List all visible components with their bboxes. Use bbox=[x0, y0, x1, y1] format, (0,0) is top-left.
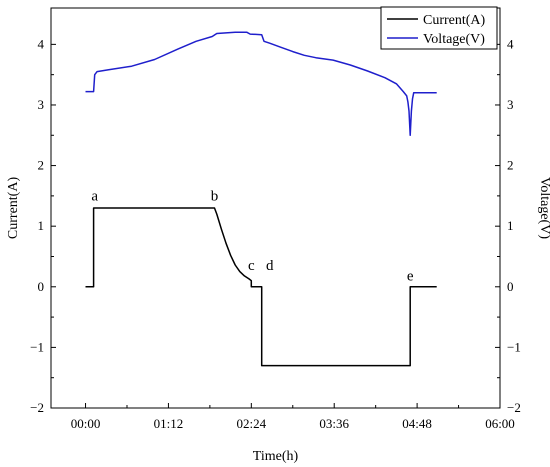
x-tick-label: 00:00 bbox=[71, 416, 101, 431]
series-line-current bbox=[85, 207, 437, 367]
y-left-tick-label: 3 bbox=[38, 97, 45, 112]
annotation-d: d bbox=[266, 258, 274, 274]
x-tick-label: 06:00 bbox=[485, 416, 515, 431]
y-axis-right-title: Voltage(V) bbox=[537, 177, 550, 239]
y-left-tick-label: 1 bbox=[38, 218, 45, 233]
y-right-tick-label: 4 bbox=[507, 36, 514, 51]
legend: Current(A) Voltage(V) bbox=[380, 6, 498, 50]
y-right-tick-label: −1 bbox=[507, 339, 521, 354]
x-tick-label: 03:36 bbox=[319, 416, 349, 431]
axes: 4 4 3 3 2 2 1 1 0 0 −1 −1 −2 −2 00:00 01:12 02:24 03:36 04… bbox=[30, 7, 521, 431]
y-axis-left-title: Current(A) bbox=[6, 177, 21, 240]
series-line-voltage bbox=[85, 31, 437, 137]
y-right-tick-label: −2 bbox=[507, 400, 521, 415]
y-right-tick-label: 2 bbox=[507, 158, 514, 173]
x-tick-label: 04:48 bbox=[402, 416, 432, 431]
legend-label-voltage: Voltage(V) bbox=[423, 32, 485, 47]
series-layer bbox=[85, 31, 437, 367]
plot-frame bbox=[50, 7, 501, 409]
x-axis-title: Time(h) bbox=[253, 449, 299, 464]
y-right-tick-label: 3 bbox=[507, 97, 514, 112]
annotation-b: b bbox=[211, 189, 219, 205]
y-left-tick-label: 2 bbox=[38, 158, 45, 173]
y-left-tick-label: 4 bbox=[38, 36, 45, 51]
legend-label-current: Current(A) bbox=[423, 13, 486, 28]
annotation-c: c bbox=[248, 258, 255, 274]
y-left-tick-label: −1 bbox=[30, 339, 44, 354]
y-right-tick-label: 0 bbox=[507, 279, 514, 294]
y-right-tick-label: 1 bbox=[507, 218, 514, 233]
x-tick-label: 02:24 bbox=[237, 416, 267, 431]
annotations: a b c d e bbox=[91, 189, 413, 285]
y-left-tick-label: −2 bbox=[30, 400, 44, 415]
annotation-e: e bbox=[407, 269, 414, 285]
legend-box bbox=[380, 6, 498, 50]
x-tick-label: 01:12 bbox=[154, 416, 184, 431]
annotation-a: a bbox=[91, 189, 98, 205]
y-left-tick-label: 0 bbox=[38, 279, 45, 294]
